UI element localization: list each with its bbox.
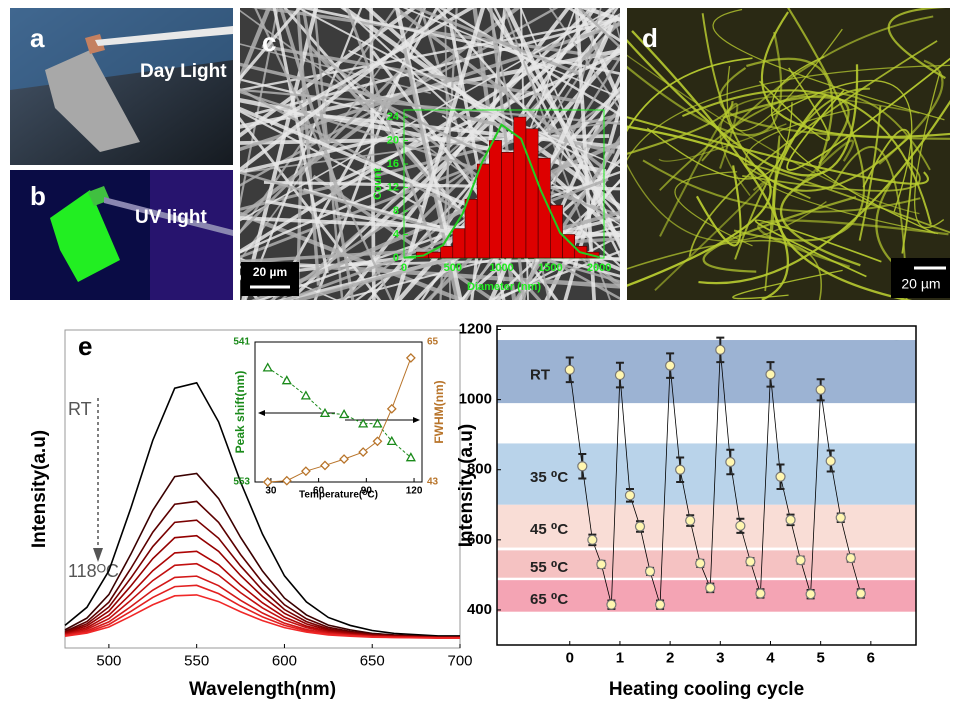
data-point	[846, 554, 855, 563]
caption: UV light	[135, 207, 207, 228]
data-point	[806, 590, 815, 599]
x-tick-label: 600	[272, 652, 297, 669]
x-tick-label: 6	[867, 649, 875, 666]
panel-label: c	[262, 27, 276, 57]
data-point	[625, 491, 634, 500]
y-tick-label: 0	[393, 252, 399, 264]
y-tick-label: 400	[467, 601, 492, 618]
caption: Day Light	[140, 61, 227, 82]
annotation: RT	[68, 399, 92, 419]
y-tick-label: 43	[427, 477, 439, 488]
data-point	[578, 462, 587, 471]
histogram-bar	[526, 129, 538, 258]
data-point	[706, 583, 715, 592]
histogram-bar	[502, 152, 514, 258]
panel-label: b	[30, 181, 46, 211]
data-point	[615, 371, 624, 380]
data-point	[816, 385, 825, 394]
y-tick-label: 65	[427, 337, 439, 348]
x-tick-label: 4	[766, 649, 775, 666]
data-point	[766, 370, 775, 379]
panel-label: a	[30, 23, 45, 53]
x-tick-label: 30	[265, 486, 277, 497]
x-axis-label: Wavelength(nm)	[189, 679, 336, 700]
x-tick-label: 5	[816, 649, 824, 666]
x-tick-label: 3	[716, 649, 724, 666]
y-tick-label: 8	[393, 205, 399, 217]
x-tick-label: 1500	[538, 262, 562, 274]
x-tick-label: 120	[406, 486, 423, 497]
data-point	[716, 345, 725, 354]
y-tick-label: 12	[387, 181, 399, 193]
y-axis-label: Count	[372, 168, 384, 200]
y-axis-label: FWHM(nm)	[432, 380, 446, 443]
data-point	[696, 559, 705, 568]
x-axis-label: Diameter (nm)	[467, 281, 541, 293]
data-point	[597, 560, 606, 569]
histogram-bar	[465, 199, 477, 258]
y-tick-label: 4	[393, 228, 400, 240]
y-axis-label: Intensity (a.u)	[456, 424, 477, 548]
band-label: 45 ⁰C	[530, 521, 568, 538]
x-tick-label: 1	[616, 649, 624, 666]
x-tick-label: 550	[184, 652, 209, 669]
data-point	[607, 600, 616, 609]
y-tick-label: 16	[387, 158, 399, 170]
data-point	[826, 456, 835, 465]
scale-bar-label: 20 µm	[253, 265, 287, 279]
band	[497, 340, 916, 403]
data-point	[856, 589, 865, 598]
x-tick-label: 700	[447, 652, 472, 669]
x-tick-label: 500	[444, 262, 462, 274]
x-axis-label: Heating cooling cycle	[609, 679, 804, 700]
y-tick-label: 553	[233, 477, 250, 488]
x-tick-label: 0	[401, 262, 407, 274]
data-point	[756, 589, 765, 598]
band-label: 55 ⁰C	[530, 559, 568, 576]
panel-label: e	[78, 331, 92, 361]
x-tick-label: 0	[566, 649, 574, 666]
data-point	[656, 600, 665, 609]
data-point	[736, 521, 745, 530]
x-axis-label: Temperature(ᴼC)	[299, 490, 378, 501]
data-point	[746, 557, 755, 566]
y-tick-label: 24	[387, 111, 400, 123]
x-tick-label: 1000	[489, 262, 513, 274]
figure: a Day Light b UV light c d 20 µm 20 µm e…	[0, 0, 957, 702]
x-tick-label: 650	[360, 652, 385, 669]
data-point	[776, 472, 785, 481]
x-tick-label: 2	[666, 649, 674, 666]
y-tick-label: 20	[387, 134, 399, 146]
histogram-bar	[453, 229, 465, 258]
data-point	[565, 365, 574, 374]
data-point	[588, 535, 597, 544]
histogram-bar	[489, 141, 501, 258]
band-label: RT	[530, 367, 550, 384]
histogram-bar	[441, 246, 453, 258]
data-point	[686, 516, 695, 525]
band-label: 65 ⁰C	[530, 591, 568, 608]
y-tick-label: 541	[233, 337, 250, 348]
data-point	[796, 556, 805, 565]
data-point	[726, 458, 735, 467]
data-point	[786, 515, 795, 524]
data-point	[836, 513, 845, 522]
data-point	[666, 361, 675, 370]
scale-bar-label: 20 µm	[901, 276, 940, 292]
x-tick-label: 2000	[587, 262, 611, 274]
panel-label: d	[642, 23, 658, 53]
data-point	[636, 522, 645, 531]
y-tick-label: 1000	[459, 391, 492, 408]
band-label: 35 ⁰C	[530, 469, 568, 486]
x-tick-label: 500	[96, 652, 121, 669]
y-axis-label: Intensity(a.u)	[29, 430, 50, 548]
data-point	[646, 567, 655, 576]
y-axis-label: Peak shift(nm)	[233, 371, 247, 454]
histogram-bar	[477, 164, 489, 258]
data-point	[676, 465, 685, 474]
y-tick-label: 1200	[459, 320, 492, 337]
